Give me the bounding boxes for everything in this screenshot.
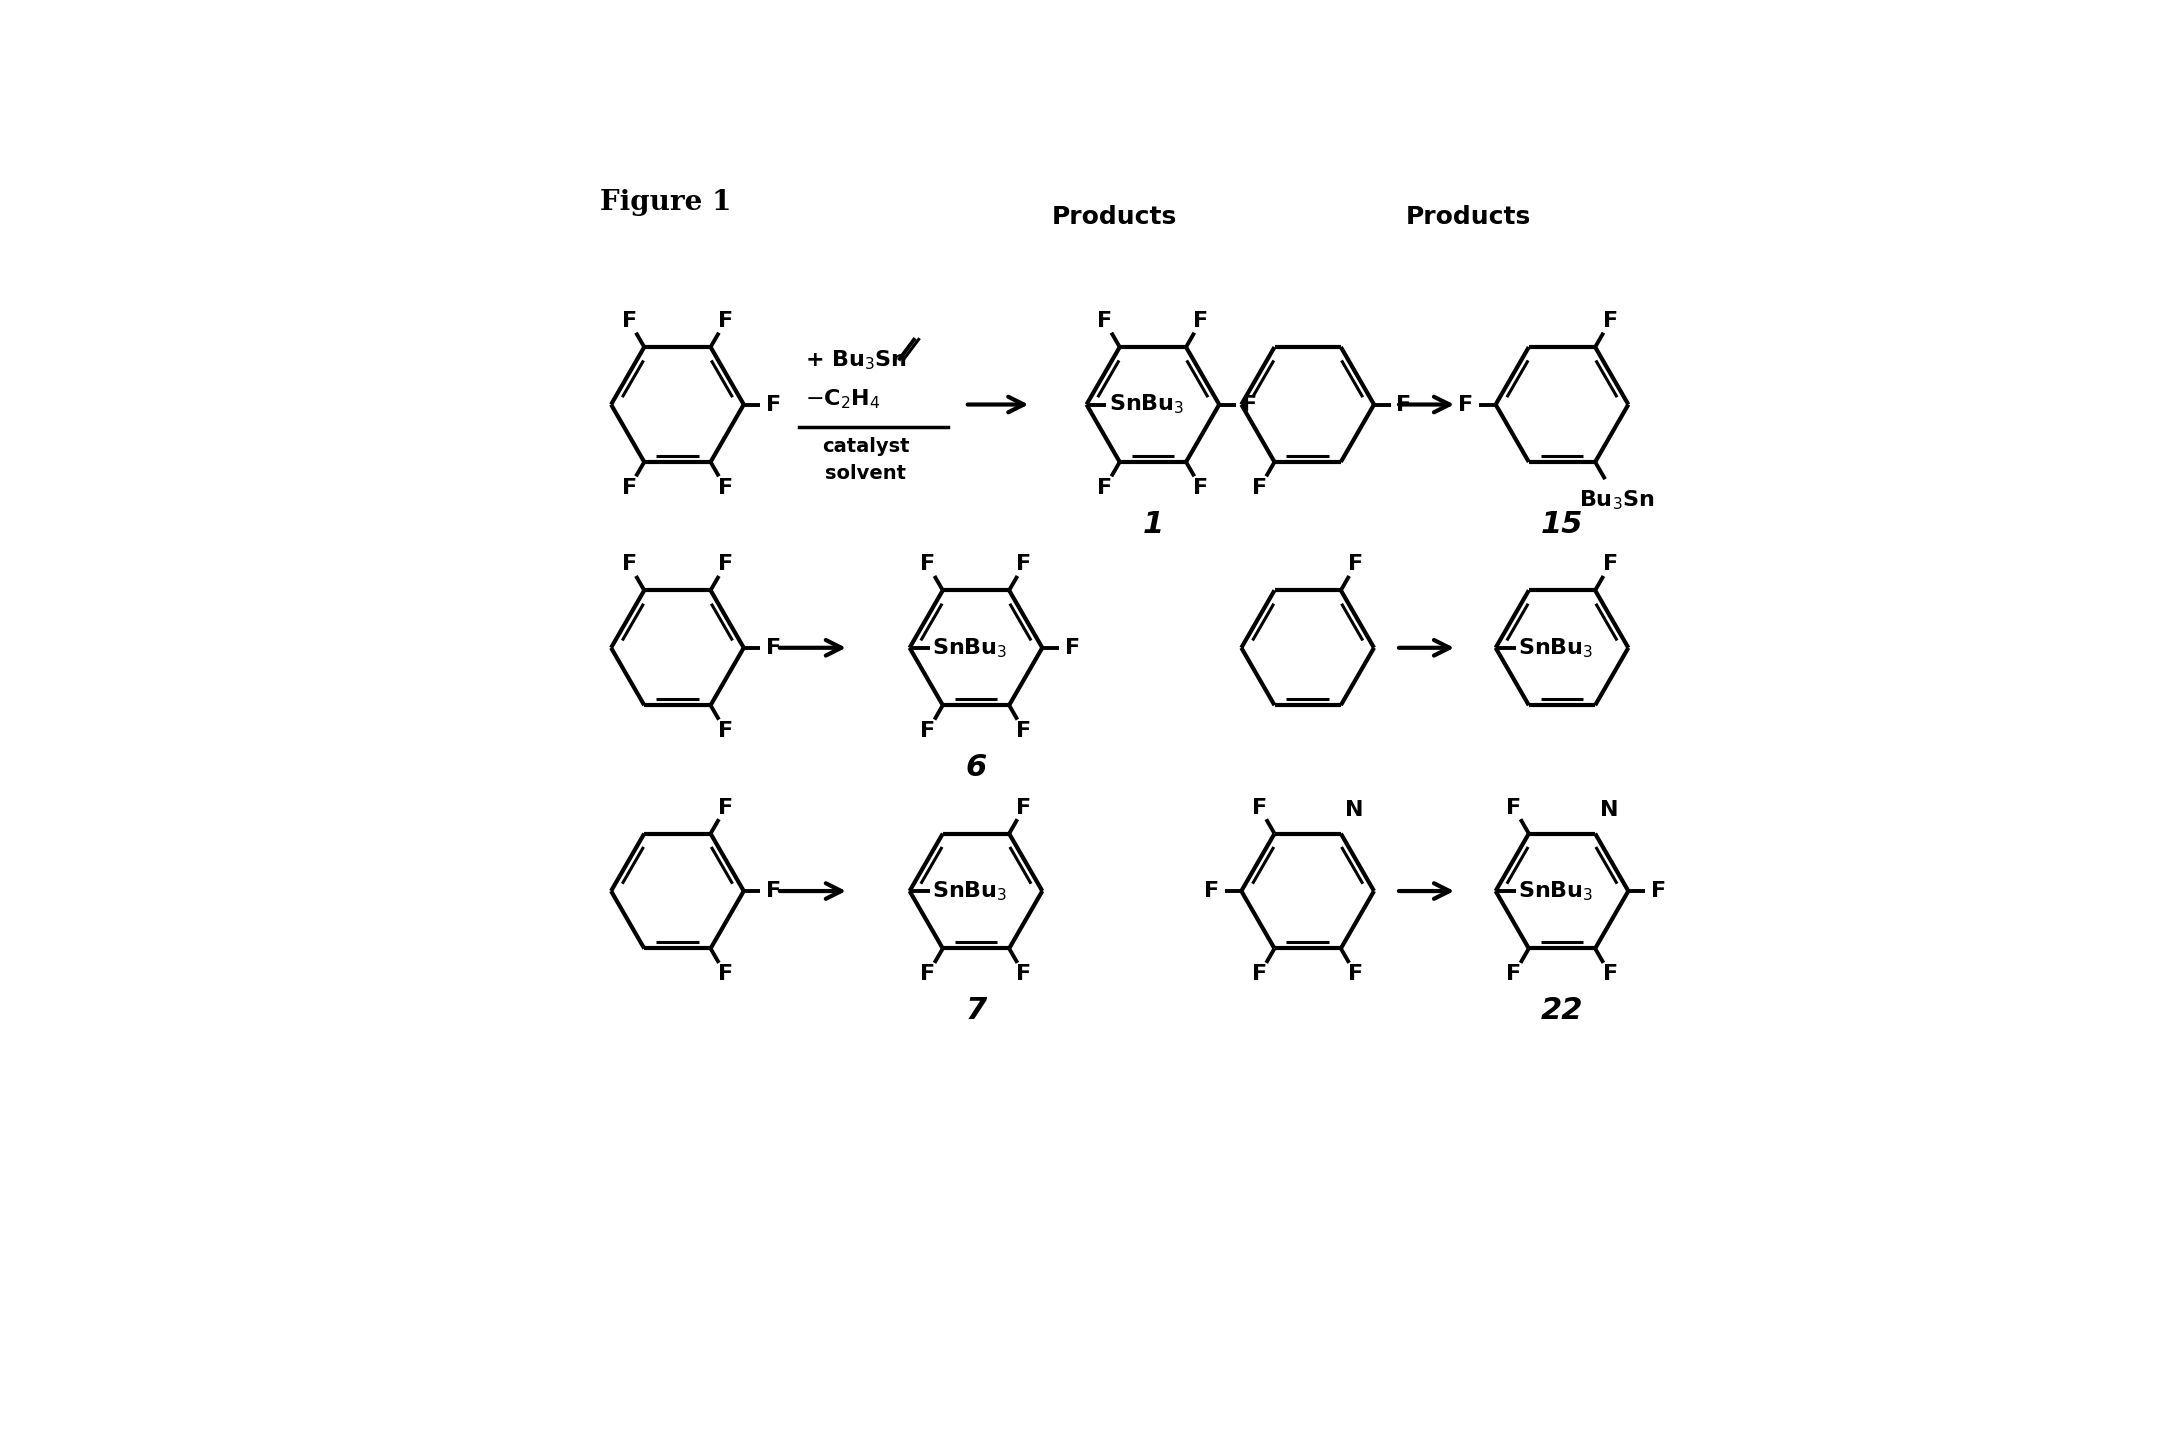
- Text: F: F: [717, 554, 733, 574]
- Text: F: F: [1098, 312, 1113, 332]
- Text: F: F: [1098, 478, 1113, 498]
- Text: 22: 22: [1541, 997, 1583, 1025]
- Text: F: F: [622, 478, 637, 498]
- Text: F: F: [622, 554, 637, 574]
- Text: F: F: [1650, 882, 1665, 900]
- Text: F: F: [920, 721, 935, 741]
- Text: F: F: [717, 312, 733, 332]
- Text: F: F: [1017, 965, 1033, 984]
- Text: F: F: [1204, 882, 1220, 900]
- Text: 6: 6: [965, 752, 987, 781]
- Text: F: F: [1252, 798, 1267, 817]
- Text: F: F: [1602, 965, 1617, 984]
- Text: F: F: [1252, 478, 1267, 498]
- Text: F: F: [1194, 478, 1209, 498]
- Text: F: F: [920, 554, 935, 574]
- Text: F: F: [1507, 798, 1522, 817]
- Text: F: F: [1602, 554, 1617, 574]
- Text: 7: 7: [965, 997, 987, 1025]
- Text: F: F: [1017, 721, 1033, 741]
- Text: F: F: [1252, 965, 1267, 984]
- Text: F: F: [1348, 965, 1363, 984]
- Text: F: F: [1396, 395, 1411, 415]
- Text: F: F: [1507, 965, 1522, 984]
- Text: catalyst: catalyst: [822, 437, 909, 457]
- Text: Products: Products: [1052, 204, 1176, 228]
- Text: SnBu$_3$: SnBu$_3$: [1517, 879, 1594, 903]
- Text: F: F: [1459, 395, 1474, 415]
- Text: N: N: [1600, 800, 1617, 820]
- Text: F: F: [765, 882, 780, 900]
- Text: F: F: [765, 395, 780, 415]
- Text: SnBu$_3$: SnBu$_3$: [1517, 636, 1594, 659]
- Text: F: F: [920, 965, 935, 984]
- Text: F: F: [1017, 798, 1033, 817]
- Text: F: F: [622, 312, 637, 332]
- Text: F: F: [1348, 554, 1363, 574]
- Text: 1: 1: [1141, 510, 1163, 538]
- Text: F: F: [1017, 554, 1033, 574]
- Text: Bu$_3$Sn: Bu$_3$Sn: [1580, 488, 1654, 513]
- Text: SnBu$_3$: SnBu$_3$: [933, 879, 1007, 903]
- Text: F: F: [717, 965, 733, 984]
- Text: F: F: [1065, 638, 1080, 658]
- Text: 15: 15: [1541, 510, 1583, 538]
- Text: F: F: [717, 721, 733, 741]
- Text: SnBu$_3$: SnBu$_3$: [1109, 392, 1185, 416]
- Text: Products: Products: [1404, 204, 1530, 228]
- Text: solvent: solvent: [824, 464, 907, 482]
- Text: F: F: [1194, 312, 1209, 332]
- Text: F: F: [717, 478, 733, 498]
- Text: + Bu$_3$Sn: + Bu$_3$Sn: [804, 349, 907, 372]
- Text: F: F: [1602, 312, 1617, 332]
- Text: F: F: [717, 798, 733, 817]
- Text: F: F: [765, 638, 780, 658]
- Text: $-$C$_2$H$_4$: $-$C$_2$H$_4$: [804, 388, 880, 411]
- Text: SnBu$_3$: SnBu$_3$: [933, 636, 1007, 659]
- Text: F: F: [1241, 395, 1257, 415]
- Text: Figure 1: Figure 1: [600, 190, 730, 215]
- Text: N: N: [1346, 800, 1363, 820]
